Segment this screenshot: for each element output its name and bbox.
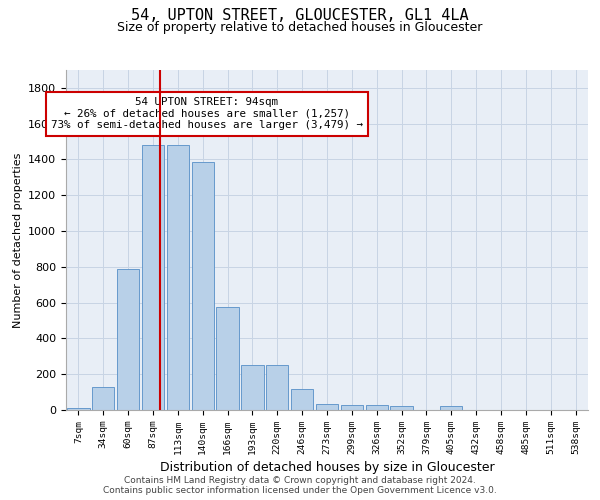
Bar: [391, 406, 413, 410]
Text: 54 UPTON STREET: 94sqm
← 26% of detached houses are smaller (1,257)
73% of semi-: 54 UPTON STREET: 94sqm ← 26% of detached…: [51, 97, 363, 130]
Text: Distribution of detached houses by size in Gloucester: Distribution of detached houses by size …: [160, 461, 494, 474]
Bar: [191, 162, 214, 410]
Bar: [316, 404, 338, 410]
Text: Contains HM Land Registry data © Crown copyright and database right 2024.: Contains HM Land Registry data © Crown c…: [124, 476, 476, 485]
Bar: [341, 404, 363, 410]
Bar: [67, 408, 89, 410]
Y-axis label: Number of detached properties: Number of detached properties: [13, 152, 23, 328]
Bar: [142, 145, 164, 410]
Bar: [217, 307, 239, 410]
Bar: [440, 406, 463, 410]
Bar: [241, 366, 263, 410]
Bar: [92, 386, 115, 410]
Bar: [365, 404, 388, 410]
Text: Contains public sector information licensed under the Open Government Licence v3: Contains public sector information licen…: [103, 486, 497, 495]
Bar: [266, 366, 289, 410]
Text: 54, UPTON STREET, GLOUCESTER, GL1 4LA: 54, UPTON STREET, GLOUCESTER, GL1 4LA: [131, 8, 469, 22]
Bar: [167, 145, 189, 410]
Text: Size of property relative to detached houses in Gloucester: Size of property relative to detached ho…: [118, 21, 482, 34]
Bar: [291, 390, 313, 410]
Bar: [117, 268, 139, 410]
